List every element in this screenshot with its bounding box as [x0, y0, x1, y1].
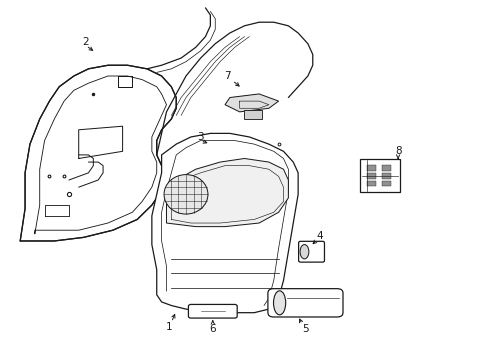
- Bar: [381, 181, 390, 186]
- FancyBboxPatch shape: [298, 241, 324, 262]
- Text: 4: 4: [316, 231, 323, 240]
- Polygon shape: [152, 134, 298, 313]
- FancyBboxPatch shape: [188, 305, 237, 318]
- Ellipse shape: [300, 244, 308, 259]
- Polygon shape: [166, 158, 288, 226]
- Bar: [366, 181, 375, 186]
- Text: 3: 3: [197, 132, 203, 142]
- Text: 5: 5: [302, 324, 308, 334]
- Text: 7: 7: [224, 71, 230, 81]
- Bar: [366, 165, 375, 171]
- Bar: [381, 165, 390, 171]
- Bar: [381, 173, 390, 179]
- FancyBboxPatch shape: [244, 110, 261, 119]
- Text: 8: 8: [394, 146, 401, 156]
- Text: 1: 1: [165, 322, 172, 332]
- Polygon shape: [20, 65, 176, 241]
- Ellipse shape: [163, 175, 207, 214]
- Bar: [366, 173, 375, 179]
- FancyBboxPatch shape: [359, 159, 399, 192]
- Polygon shape: [224, 94, 278, 112]
- Ellipse shape: [273, 291, 285, 315]
- Text: 6: 6: [209, 324, 216, 334]
- Text: 2: 2: [82, 37, 89, 47]
- FancyBboxPatch shape: [267, 289, 342, 317]
